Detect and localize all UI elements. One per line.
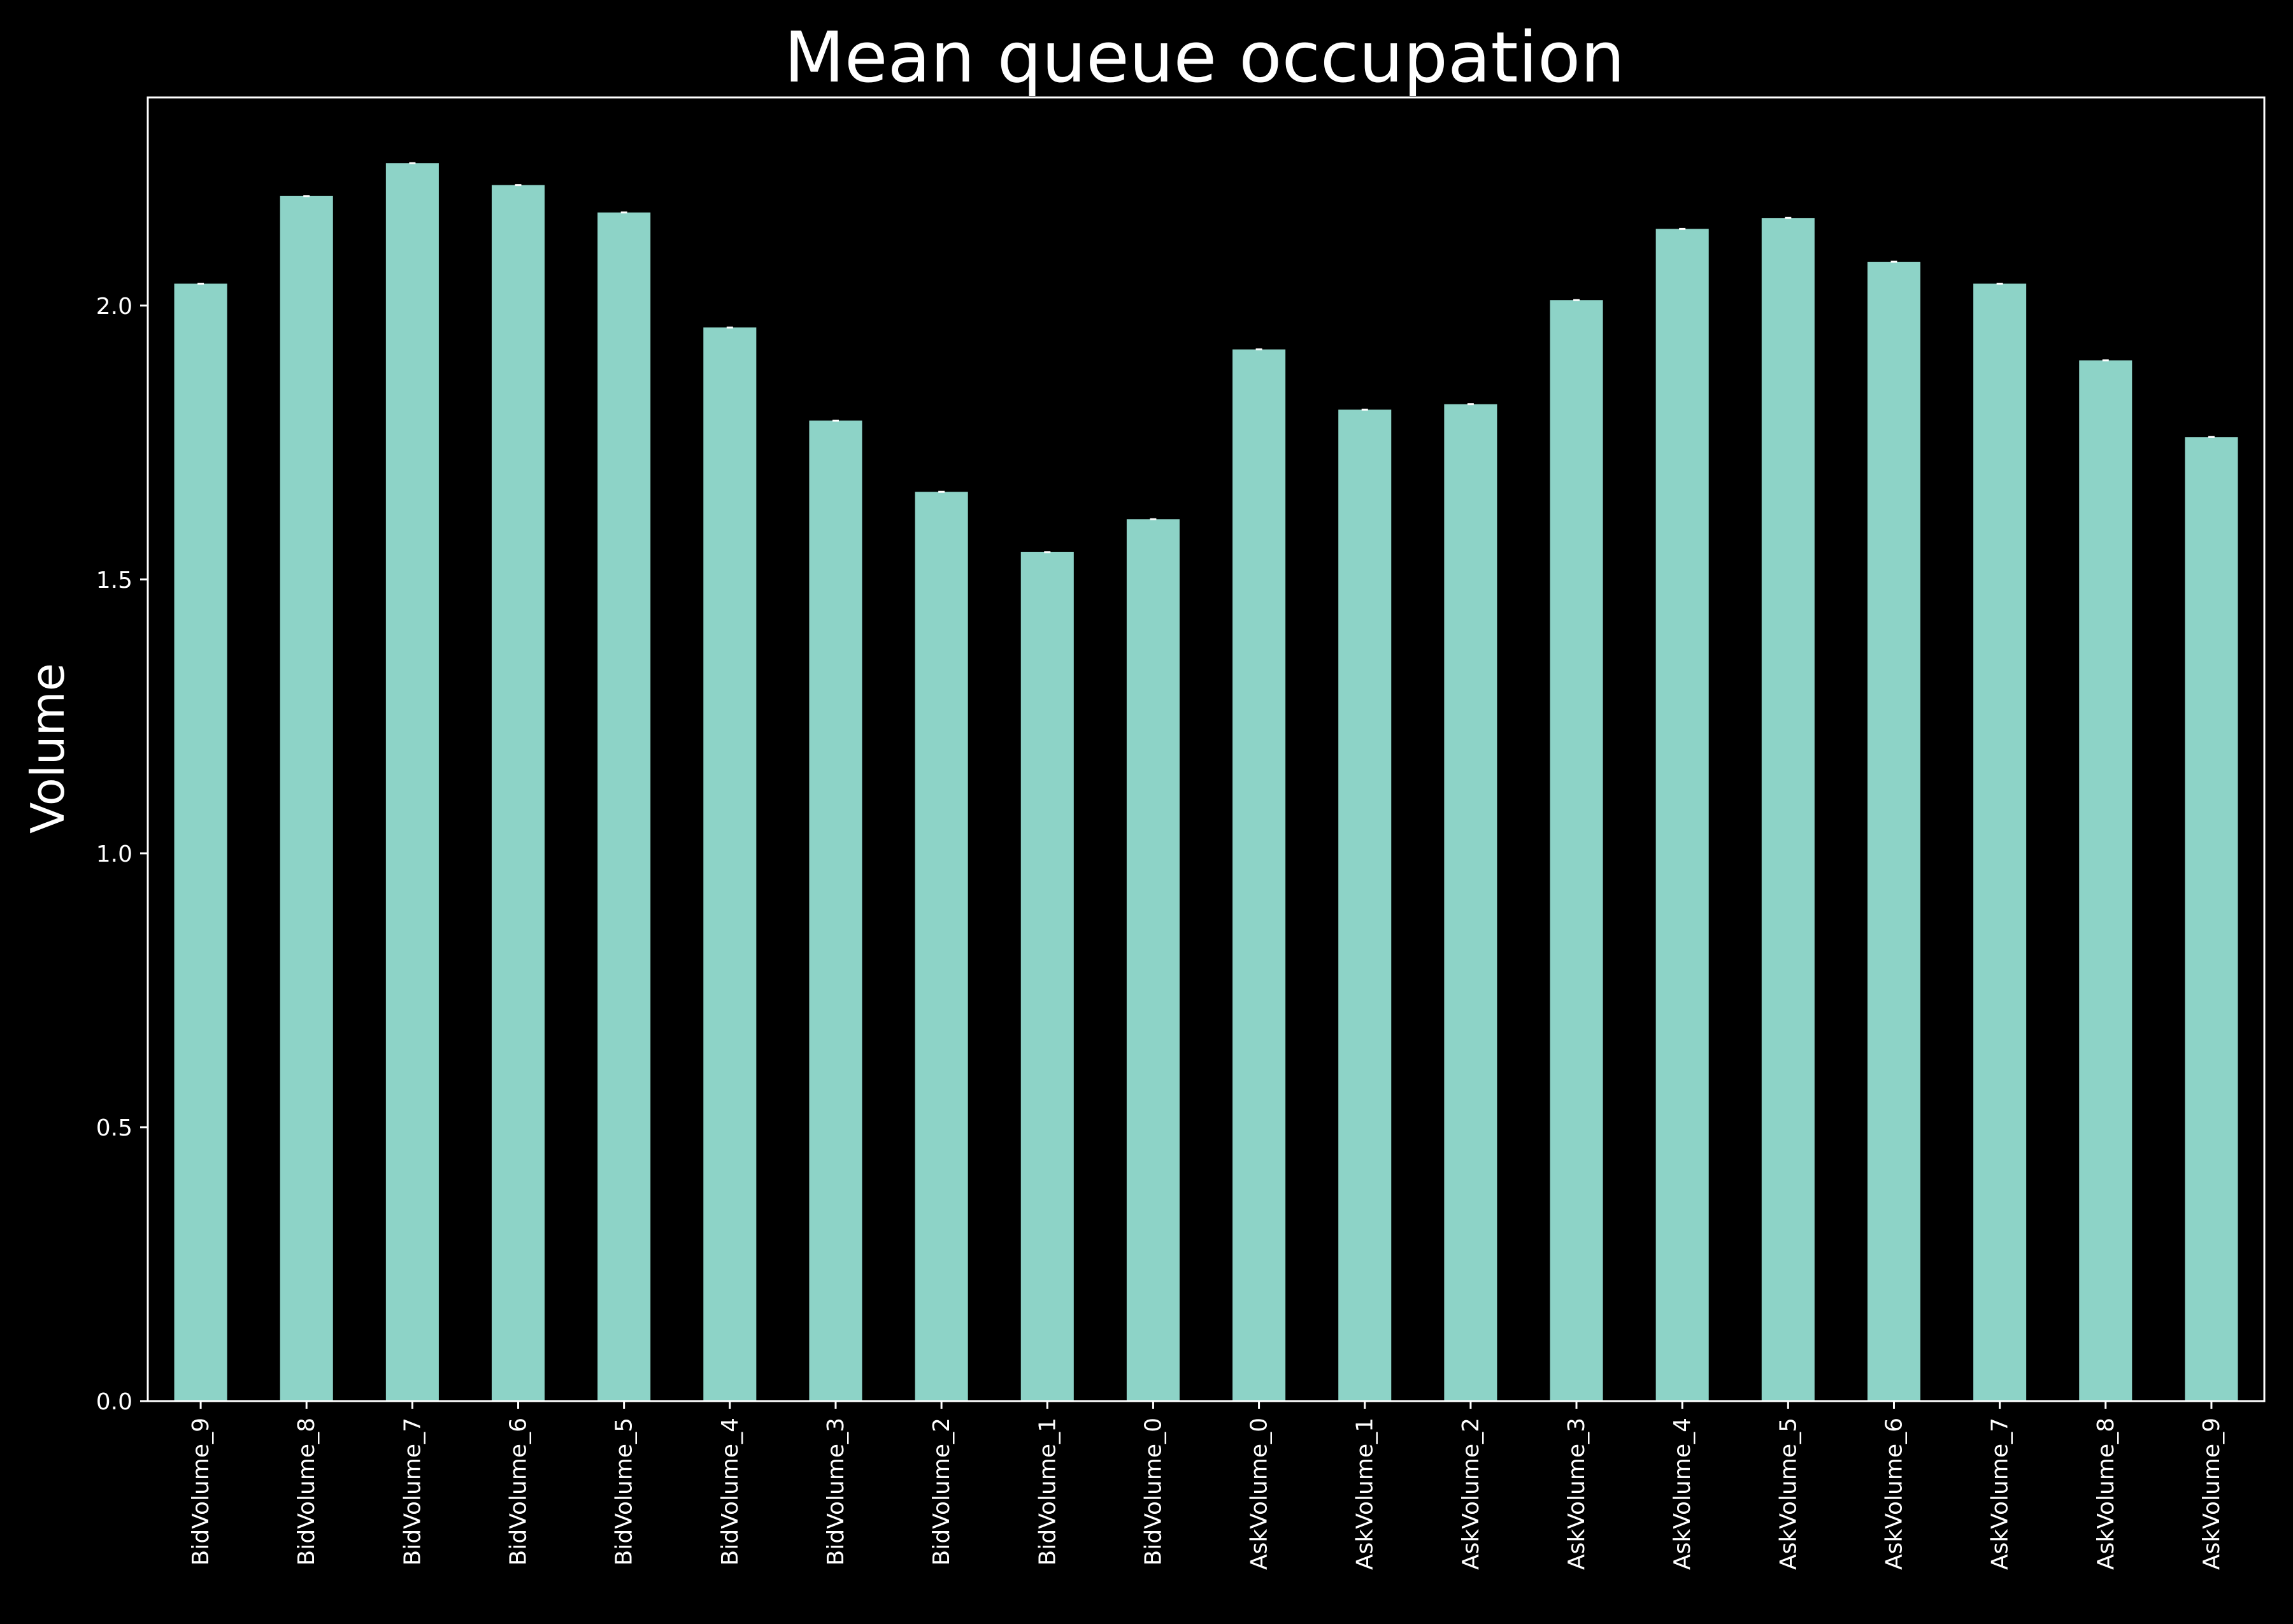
bar-AskVolume_0	[1232, 349, 1286, 1401]
bar-BidVolume_1	[1020, 552, 1074, 1401]
bars-layer	[174, 163, 2238, 1402]
x-axis: BidVolume_9 BidVolume_8 BidVolume_7 BidVolu…	[188, 1401, 2225, 1570]
bar-BidVolume_3	[809, 420, 862, 1401]
x-tick-label: AskVolume_2	[1458, 1418, 1484, 1570]
x-tick-label: AskVolume_8	[2093, 1418, 2119, 1570]
bar-AskVolume_5	[1761, 218, 1815, 1401]
x-tick-label: BidVolume_3	[823, 1418, 849, 1565]
bar-AskVolume_2	[1444, 404, 1497, 1402]
x-tick-label: AskVolume_3	[1564, 1418, 1590, 1570]
bar-BidVolume_8	[280, 196, 333, 1401]
chart-title: Mean queue occupation	[784, 17, 1625, 98]
error-bars-layer	[197, 162, 2215, 553]
bar-AskVolume_4	[1655, 229, 1709, 1401]
y-axis: 0.0 0.5 1.0 1.5 2.0	[96, 294, 148, 1415]
plot-frame	[146, 96, 2266, 1402]
x-tick-label: AskVolume_6	[1881, 1418, 1907, 1570]
x-tick-label: AskVolume_0	[1247, 1418, 1273, 1570]
x-tick-label: AskVolume_7	[1987, 1418, 2013, 1570]
bar-BidVolume_9	[174, 283, 227, 1401]
x-tick-label: AskVolume_1	[1352, 1418, 1378, 1570]
y-axis-label: Volume	[21, 663, 75, 834]
bar-AskVolume_1	[1338, 410, 1392, 1401]
y-tick-label: 0.5	[96, 1115, 132, 1141]
bar-BidVolume_2	[915, 492, 968, 1401]
x-tick-label: BidVolume_0	[1140, 1418, 1166, 1565]
bar-BidVolume_0	[1126, 519, 1180, 1402]
y-tick-label: 2.0	[96, 294, 132, 320]
x-tick-label: BidVolume_1	[1034, 1418, 1061, 1565]
x-tick-label: AskVolume_9	[2199, 1418, 2225, 1570]
bar-BidVolume_4	[703, 327, 757, 1401]
x-tick-label: AskVolume_5	[1775, 1418, 1801, 1570]
x-tick-label: AskVolume_4	[1669, 1418, 1696, 1570]
x-tick-label: BidVolume_8	[294, 1418, 320, 1565]
x-tick-label: BidVolume_4	[717, 1418, 743, 1565]
bar-AskVolume_3	[1550, 300, 1603, 1401]
y-tick-label: 0.0	[96, 1389, 132, 1415]
y-tick-label: 1.0	[96, 841, 132, 867]
bar-AskVolume_7	[1973, 283, 2027, 1401]
bar-BidVolume_6	[491, 185, 545, 1402]
bar-AskVolume_8	[2079, 360, 2132, 1401]
bar-AskVolume_6	[1867, 262, 1921, 1402]
x-tick-label: BidVolume_2	[929, 1418, 955, 1565]
bar-AskVolume_9	[2185, 437, 2238, 1401]
x-tick-label: BidVolume_6	[506, 1418, 532, 1565]
x-tick-label: BidVolume_9	[188, 1418, 214, 1565]
bar-BidVolume_7	[385, 163, 439, 1401]
y-tick-label: 1.5	[96, 567, 132, 594]
x-tick-label: BidVolume_7	[399, 1418, 425, 1565]
x-tick-label: BidVolume_5	[611, 1418, 638, 1565]
bar-BidVolume_5	[597, 212, 651, 1401]
